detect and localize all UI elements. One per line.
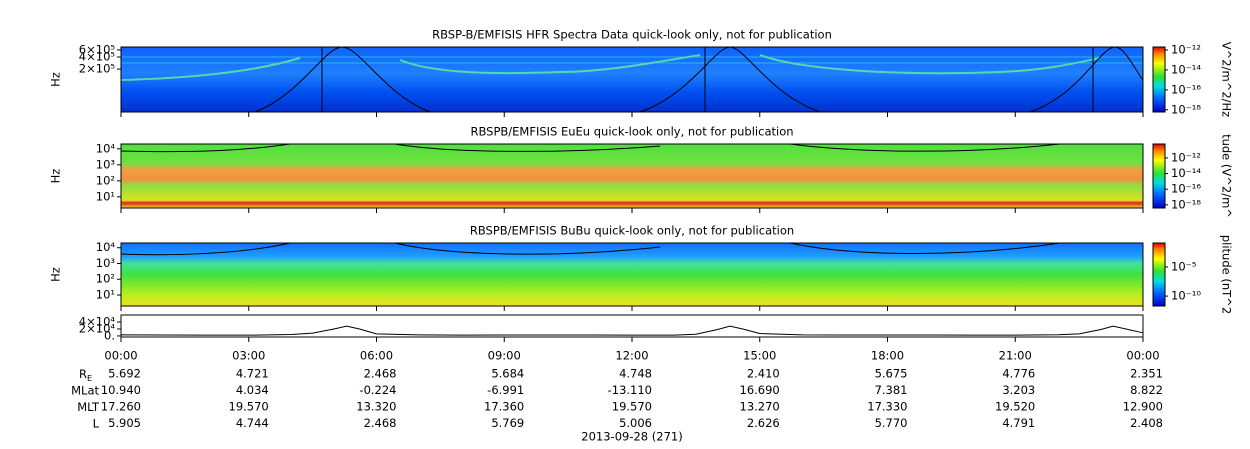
ephemeris-value: 13.270 xyxy=(740,400,780,414)
ephemeris-value: 5.675 xyxy=(875,367,908,381)
x-tick-label: 06:00 xyxy=(360,349,393,363)
ephemeris-value: 5.905 xyxy=(108,416,141,430)
colorbar-tick-label: 10⁻¹⁶ xyxy=(1171,182,1201,196)
ephemeris-value: 17.260 xyxy=(101,400,141,414)
spectrogram-texture xyxy=(120,54,1143,81)
x-tick-label: 21:00 xyxy=(999,349,1032,363)
x-tick-label: 00:00 xyxy=(1126,349,1159,363)
ephemeris-label-text: MLat xyxy=(71,383,99,397)
ephemeris-value: 2.408 xyxy=(1130,416,1163,430)
ephemeris-label: MLT xyxy=(77,400,100,414)
colorbar xyxy=(1152,143,1166,209)
ephemeris-value: 13.320 xyxy=(356,400,396,414)
y-tick-label: 6×10⁵ xyxy=(79,42,116,56)
y-tick-label: 10³ xyxy=(96,157,116,171)
colorbar xyxy=(1152,242,1166,307)
ephemeris-label-text: MLT xyxy=(77,400,100,414)
ephemeris-value: 4.744 xyxy=(236,416,269,430)
ephemeris-label-sub: E xyxy=(87,374,92,383)
x-tick-label: 09:00 xyxy=(488,349,521,363)
colorbar-tick-label: 10⁻¹⁸ xyxy=(1171,197,1201,211)
ephemeris-value: 17.360 xyxy=(484,400,524,414)
ephemeris-value: 5.692 xyxy=(108,367,141,381)
colorbar-tick-label: 10⁻¹² xyxy=(1171,150,1201,164)
colorbar-tick-label: 10⁻¹⁴ xyxy=(1171,62,1201,76)
ephemeris-value: 3.203 xyxy=(1002,383,1035,397)
y-axis-label: Hz xyxy=(49,72,63,87)
y-axis-label: Hz xyxy=(49,267,63,282)
ephemeris-value: -0.224 xyxy=(359,383,396,397)
y-tick-label: 4×10⁴ xyxy=(79,314,116,328)
ephemeris-label-text: L xyxy=(93,416,100,430)
ephemeris-value: 10.940 xyxy=(101,383,141,397)
ephemeris-label: L xyxy=(93,416,100,430)
colorbar xyxy=(1152,46,1166,113)
ephemeris-label: RE xyxy=(79,367,92,383)
date-label: 2013-09-28 (271) xyxy=(581,430,682,444)
colorbar-tick-label: 10⁻¹⁶ xyxy=(1171,82,1201,96)
ephemeris-value: 4.748 xyxy=(619,367,652,381)
ephemeris-value: 12.900 xyxy=(1123,400,1163,414)
ephemeris-value: 2.351 xyxy=(1130,367,1163,381)
ephemeris-value: 4.776 xyxy=(1002,367,1035,381)
density-curves xyxy=(120,46,1144,256)
ephemeris-value: 5.684 xyxy=(491,367,524,381)
ephemeris-value: 5.770 xyxy=(875,416,908,430)
x-tick-label: 03:00 xyxy=(232,349,265,363)
ephemeris-value: 5.006 xyxy=(619,416,652,430)
y-tick-label: 10¹ xyxy=(96,287,115,301)
spectrogram-fill xyxy=(121,47,1143,112)
panel-title: RBSPB/EMFISIS BuBu quick-look only, not … xyxy=(470,224,794,238)
panel-title: RBSPB/EMFISIS EuEu quick-look only, not … xyxy=(470,125,793,139)
colorbar-tick-label: 10⁻¹⁸ xyxy=(1171,102,1201,116)
ephemeris-value: 4.721 xyxy=(236,367,269,381)
ephemeris-value: 16.690 xyxy=(740,383,780,397)
ephemeris-value: 4.791 xyxy=(1002,416,1035,430)
y-tick-label: 10² xyxy=(96,173,115,187)
y-tick-label: 0. xyxy=(104,328,115,342)
ephemeris-value: 2.410 xyxy=(747,367,780,381)
x-tick-label: 15:00 xyxy=(743,349,776,363)
x-tick-label: 12:00 xyxy=(615,349,648,363)
ephemeris-value: 19.570 xyxy=(612,400,652,414)
ephemeris-value: 2.468 xyxy=(364,416,397,430)
y-tick-label: 4×10⁵ xyxy=(79,49,116,63)
y-tick-label: 10⁴ xyxy=(96,141,116,155)
line-panel-bg xyxy=(121,315,1143,337)
colorbar-tick-label: 10⁻¹⁴ xyxy=(1171,166,1201,180)
ephemeris-value: -13.110 xyxy=(608,383,652,397)
y-tick-label: 10⁴ xyxy=(96,240,116,254)
colorbar-label: tude (V^2/m^ xyxy=(1220,134,1234,218)
ephemeris-value: 19.570 xyxy=(229,400,269,414)
colorbar-label: plitude (nT^2 xyxy=(1220,235,1234,314)
ephemeris-value: 19.520 xyxy=(995,400,1035,414)
spectrogram-fill xyxy=(121,144,1143,208)
y-tick-label: 10³ xyxy=(96,256,116,270)
y-tick-label: 10¹ xyxy=(96,189,115,203)
y-tick-label: 2×10⁵ xyxy=(79,62,116,76)
spectrogram-fill xyxy=(121,243,1143,306)
panel-title: RBSP-B/EMFISIS HFR Spectra Data quick-lo… xyxy=(432,28,832,42)
ephemeris-value: 2.468 xyxy=(364,367,397,381)
colorbar-label: V^2/m^2/Hz xyxy=(1220,42,1234,117)
line-series xyxy=(120,325,1144,336)
ephemeris-value: -6.991 xyxy=(487,383,524,397)
ephemeris-value: 2.626 xyxy=(747,416,780,430)
ephemeris-value: 4.034 xyxy=(236,383,269,397)
ephemeris-label: MLat xyxy=(71,383,99,397)
y-tick-label: 2×10⁴ xyxy=(79,321,116,335)
x-tick-label: 18:00 xyxy=(871,349,904,363)
ephemeris-label-text: R xyxy=(79,367,87,381)
ephemeris-value: 8.822 xyxy=(1130,383,1163,397)
y-tick-label: 10² xyxy=(96,272,115,286)
colorbar-tick-label: 10⁻⁵ xyxy=(1171,259,1197,273)
ephemeris-value: 7.381 xyxy=(875,383,908,397)
x-tick-label: 00:00 xyxy=(104,349,137,363)
y-axis-label: Hz xyxy=(49,169,63,184)
colorbar-tick-label: 10⁻¹² xyxy=(1171,42,1201,56)
ephemeris-value: 5.769 xyxy=(491,416,524,430)
colorbar-tick-label: 10⁻¹⁰ xyxy=(1171,289,1201,303)
ephemeris-value: 17.330 xyxy=(867,400,907,414)
